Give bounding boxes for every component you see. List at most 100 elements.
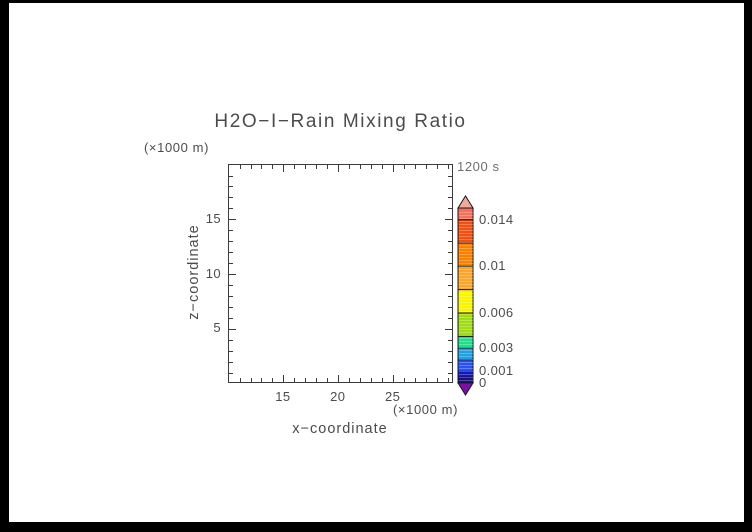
y-tick-label: 5 [213,320,221,336]
axis-tick [349,165,351,169]
colorbar-segment [457,359,474,372]
axis-tick [426,378,428,382]
axis-tick [437,378,438,382]
axis-tick [349,378,351,382]
axis-tick [229,274,236,275]
axis-tick [283,375,285,382]
axis-tick [371,165,373,169]
colorbar-value-label: 0.001 [479,363,514,379]
y-axis-title: z−coordinate [186,224,202,320]
axis-tick [229,241,233,243]
colorbar-segment [457,370,474,378]
axis-tick [316,378,318,382]
axis-tick [415,378,417,382]
x-tick-label: 20 [330,389,346,404]
axis-tick [445,219,452,221]
axis-tick [272,165,274,169]
colorbar-value-label: 0.014 [479,211,514,227]
axis-tick [448,175,452,177]
colorbar-segment [457,312,474,337]
axis-tick [448,372,452,374]
axis-tick [229,197,233,199]
axis-tick [283,165,285,172]
axis-tick [229,175,233,177]
axis-tick [415,165,417,169]
axis-tick [393,165,395,172]
colorbar [457,195,474,396]
axis-tick [448,263,452,264]
axis-tick [448,306,452,308]
axis-tick [250,165,252,169]
axis-tick [360,165,362,169]
plot-area [228,164,453,383]
axis-tick [229,219,236,221]
colorbar-value-label: 0.003 [479,340,514,355]
axis-tick [360,378,362,382]
axis-tick [382,165,384,169]
page-border-bottom [0,522,752,532]
x-axis-units-label: (×1000 m) [393,402,459,417]
colorbar-over-arrow [457,195,474,209]
colorbar-segment [457,335,474,349]
time-stamp-label: 1200 s [457,159,500,174]
axis-tick [327,378,329,382]
axis-tick [448,186,452,188]
colorbar-segment [457,289,474,314]
axis-tick [338,165,340,172]
axis-tick [239,378,241,382]
y-tick-label: 10 [205,265,221,281]
colorbar-segment [457,219,474,244]
axis-tick [305,165,307,169]
colorbar-value-label: 0.01 [479,258,506,274]
axis-tick [294,165,296,169]
axis-tick [338,375,340,382]
x-axis-title: x−coordinate [292,421,388,437]
axis-tick [239,165,241,169]
axis-tick [448,339,452,341]
page-border-top [0,0,752,3]
axis-tick [261,165,263,169]
axis-tick [448,317,452,319]
axis-tick [448,285,452,286]
y-axis-units-label: (×1000 m) [144,140,210,155]
axis-tick [448,241,452,243]
axis-tick [448,361,452,363]
y-tick-label: 15 [205,210,221,226]
axis-tick [229,306,233,308]
colorbar-segment [457,242,474,267]
axis-tick [250,378,252,382]
axis-tick [229,361,233,363]
axis-tick [229,252,233,254]
axis-tick [426,165,428,169]
axis-tick [393,375,395,382]
axis-tick [448,165,449,169]
axis-tick [229,230,233,232]
axis-tick [448,295,452,297]
axis-tick [448,230,452,232]
axis-tick [327,165,329,169]
axis-tick [229,372,233,374]
colorbar-under-arrow [457,382,474,396]
axis-tick [229,208,233,210]
colorbar-value-label: 0 [479,375,487,390]
axis-tick [448,378,449,382]
axis-tick [229,295,233,297]
axis-tick [272,378,274,382]
axis-tick [229,285,233,286]
x-tick-label: 25 [384,389,401,404]
plot-title: H2O−I−Rain Mixing Ratio [214,111,467,132]
axis-tick [229,186,233,188]
axis-tick [316,165,318,169]
axis-tick [445,328,452,330]
axis-tick [448,350,452,352]
axis-tick [448,197,452,199]
axis-tick [229,328,236,330]
page-border-right [744,0,752,532]
axis-tick [305,378,307,382]
colorbar-segment [457,347,474,361]
axis-tick [371,378,373,382]
axis-tick [445,274,452,275]
axis-tick [261,378,263,382]
colorbar-segment [457,376,474,384]
